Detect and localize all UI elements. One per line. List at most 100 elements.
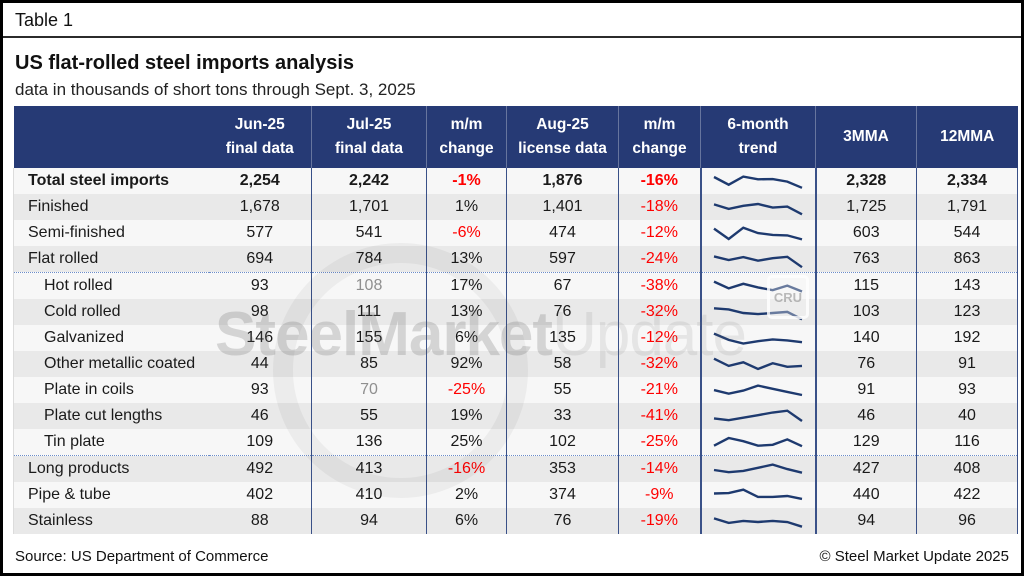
cell-jun25: 1,678 [239,198,280,215]
col-header-jun25: Jun-25 final data [208,106,312,168]
cell-3mma: 1,725 [814,194,917,220]
row-label: Semi-finished [13,220,209,246]
trend-sparkline [713,409,803,422]
cell-3mma: 427 [814,455,917,482]
table-row: Semi-finished 577 541 -6% 474 -12% 603 544 [13,220,1018,246]
col-header-jul25: Jul-25 final data [311,106,427,168]
cell-mm-change-2: -32% [618,299,701,325]
cell-jun25: 2,254 [239,172,280,189]
row-label: Tin plate [13,429,209,456]
row-label: Finished [13,194,209,220]
trend-sparkline [713,332,803,345]
row-label: Other metallic coated [13,351,209,377]
cell-jun25: 577 [246,224,274,241]
cell-jul25: 541 [311,220,427,246]
col-header-mm-change-1: m/m change [426,106,507,168]
cell-aug25: 1,401 [506,194,619,220]
cell-aug25: 374 [506,482,619,508]
table-row: Plate in coils 93 70 -25% 55 -21% 91 93 [13,377,1018,403]
cell-3mma: 763 [814,246,917,273]
cell-12mma: 2,334 [916,168,1018,194]
cell-aug25: 58 [506,351,619,377]
cell-trend [699,377,816,403]
cell-aug25: 353 [506,455,619,482]
row-label: Pipe & tube [13,482,209,508]
cell-mm-change-1: -16% [426,455,507,482]
cell-mm-change-1: 6% [426,508,507,534]
trend-sparkline [713,280,803,293]
cell-jul25: 94 [311,508,427,534]
cell-mm-change-2: -9% [618,482,701,508]
cell-12mma: 422 [916,482,1018,508]
trend-sparkline [713,175,803,189]
cell-trend [699,299,816,325]
cell-trend [699,325,816,351]
cell-12mma: 544 [916,220,1018,246]
cell-mm-change-2: -18% [618,194,701,220]
cell-trend [699,403,816,429]
cell-aug25: 33 [506,403,619,429]
cell-trend [699,429,816,456]
cell-12mma: 863 [916,246,1018,273]
cell-3mma: 129 [814,429,917,456]
trend-sparkline [713,488,803,501]
cell-mm-change-1: 17% [426,272,507,299]
cell-mm-change-2: -32% [618,351,701,377]
cell-3mma: 2,328 [814,168,917,194]
cell-12mma: 192 [916,325,1018,351]
source-note: Source: US Department of Commerce [15,548,269,565]
cell-mm-change-2: -12% [618,220,701,246]
cell-aug25: 1,876 [506,168,619,194]
trend-sparkline [713,384,803,397]
cell-12mma: 116 [916,429,1018,456]
cell-mm-change-1: 2% [426,482,507,508]
trend-sparkline [713,463,803,474]
cell-jun25: 93 [250,381,269,398]
table-row: Finished 1,678 1,701 1% 1,401 -18% 1,725 1,791 [13,194,1018,220]
table-row: Other metallic coated 44 85 92% 58 -32% 76 91 [13,351,1018,377]
header-divider [3,36,1021,38]
cell-trend [699,168,816,194]
cell-jun25: 146 [246,329,274,346]
cell-trend [699,220,816,246]
cell-mm-change-1: -1% [426,168,507,194]
cell-mm-change-1: 19% [426,403,507,429]
cell-trend [699,455,816,482]
col-header-3mma: 3MMA [815,106,917,168]
cell-jul25: 2,242 [311,168,427,194]
cell-mm-change-1: 6% [426,325,507,351]
cell-trend [699,272,816,299]
cell-mm-change-2: -25% [618,429,701,456]
cell-jul25: 155 [311,325,427,351]
cell-trend [699,351,816,377]
row-label: Stainless [13,508,209,534]
cell-jun25: 44 [250,355,269,372]
cell-3mma: 103 [814,299,917,325]
trend-sparkline [713,226,803,241]
col-header-aug25: Aug-25 license data [506,106,619,168]
cell-jul25: 85 [311,351,427,377]
cell-aug25: 102 [506,429,619,456]
row-label: Cold rolled [13,299,209,325]
cell-3mma: 440 [814,482,917,508]
cell-jul25: 413 [311,455,427,482]
cell-3mma: 115 [814,272,917,299]
cell-mm-change-2: -16% [618,168,701,194]
row-label: Hot rolled [13,272,209,299]
cell-jul25: 1,701 [311,194,427,220]
cell-jul25: 784 [311,246,427,273]
trend-sparkline [713,357,803,371]
cell-mm-change-1: 92% [426,351,507,377]
table-row: Plate cut lengths 46 55 19% 33 -41% 46 40 [13,403,1018,429]
page-title: US flat-rolled steel imports analysis [15,52,354,74]
table-row: Flat rolled 694 784 13% 597 -24% 763 863 [13,246,1018,273]
col-header-label [13,106,209,168]
cell-trend [699,482,816,508]
row-label: Galvanized [13,325,209,351]
col-header-trend: 6-month trend [700,106,816,168]
cell-mm-change-2: -38% [618,272,701,299]
cell-3mma: 94 [814,508,917,534]
cell-3mma: 140 [814,325,917,351]
cell-3mma: 91 [814,377,917,403]
